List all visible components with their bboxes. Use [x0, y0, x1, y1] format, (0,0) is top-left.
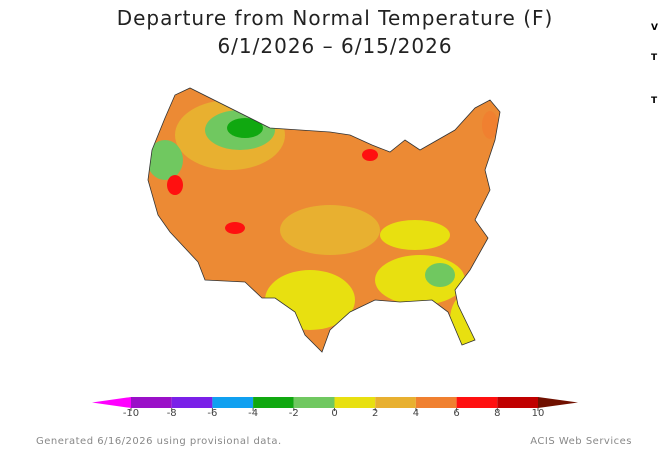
side-label: T — [651, 96, 658, 106]
side-label: T — [651, 53, 658, 63]
colorbar-tick-label: 4 — [413, 408, 419, 419]
colorbar-bin — [293, 397, 335, 408]
colorbar-bin — [334, 397, 376, 408]
colorbar-tick-label: 2 — [372, 408, 378, 419]
colorbar-tick-label: -2 — [289, 408, 299, 419]
footer-left: Generated 6/16/2026 using provisional da… — [36, 436, 282, 447]
colorbar-tick-label: -6 — [207, 408, 217, 419]
us-outline — [147, 87, 501, 353]
colorbar-end — [92, 397, 131, 408]
colorbar-tick-label: 8 — [494, 408, 500, 419]
colorbar-tick-label: 0 — [331, 408, 337, 419]
colorbar-bin — [171, 397, 213, 408]
subtitle: 6/1/2026 – 6/15/2026 — [217, 34, 452, 58]
colorbar-tick-label: -8 — [167, 408, 177, 419]
colorbar-bin — [415, 397, 457, 408]
colorbar-bin — [212, 397, 254, 408]
colorbar-bin — [375, 397, 416, 408]
colorbar-bin — [497, 397, 538, 408]
colorbar-bin — [131, 397, 172, 408]
colorbar-tick-label: -4 — [248, 408, 258, 419]
title: Departure from Normal Temperature (F) — [117, 6, 554, 30]
colorbar: -10 -8 -6 -4 -2 0 2 4 6 8 10 — [92, 397, 578, 419]
colorbar-bin — [456, 397, 498, 408]
side-label: V — [651, 23, 658, 33]
colorbar-bin — [253, 397, 294, 408]
colorbar-tick-label: 10 — [532, 408, 545, 419]
side-panel: V T T — [651, 23, 658, 106]
colorbar-tick-label: -10 — [123, 408, 139, 419]
footer-right: ACIS Web Services — [530, 436, 632, 447]
colorbar-tick-label: 6 — [453, 408, 459, 419]
colorbar-end — [538, 397, 578, 408]
